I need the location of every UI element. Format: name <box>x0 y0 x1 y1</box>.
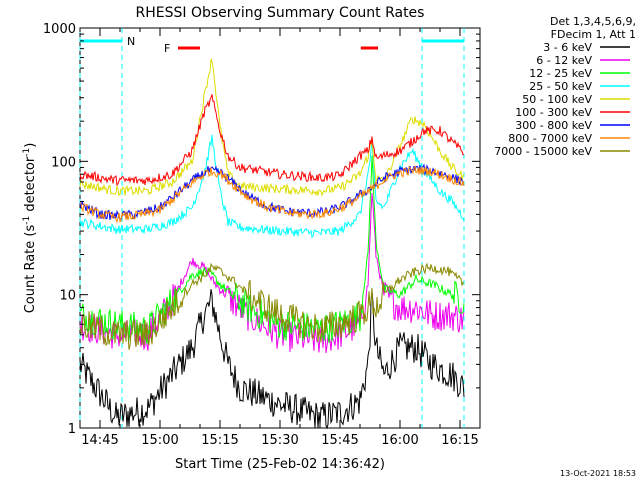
legend: Det 1,3,4,5,6,9, FDecim 1, Att 1 3 - 6 k… <box>494 15 636 158</box>
legend-label: 25 - 50 keV <box>529 80 592 93</box>
legend-label: 6 - 12 keV <box>536 54 592 67</box>
series-layer <box>79 58 465 430</box>
y-tick-label: 100 <box>51 155 76 170</box>
legend-label: 50 - 100 keV <box>522 93 592 106</box>
series-line-1 <box>79 192 465 354</box>
y-tick-label: 10 <box>59 289 76 304</box>
legend-label: 12 - 25 keV <box>529 67 592 80</box>
plot-area: N F 14:45 15:00 15:15 15:30 15:45 16:00 16:15 1… <box>43 22 481 448</box>
y-axis-label-sup2: -1 <box>22 148 32 157</box>
x-tick-label: 15:45 <box>321 433 358 448</box>
x-axis-label: Start Time (25-Feb-02 14:36:42) <box>175 457 385 472</box>
series-line-2 <box>79 155 465 344</box>
y-axis-ticks: 1 10 100 1000 <box>43 22 480 437</box>
x-tick-label: 14:45 <box>81 433 118 448</box>
series-line-4 <box>79 58 465 197</box>
footer-date: 13-Oct-2021 18:53 <box>560 469 636 478</box>
y-axis-label-sup1: -1 <box>22 216 32 225</box>
series-line-5 <box>79 94 465 187</box>
series-line-0 <box>79 289 465 430</box>
x-tick-label: 16:15 <box>441 433 478 448</box>
legend-header-line1: Det 1,3,4,5,6,9, <box>550 15 636 28</box>
y-axis-label: Count Rate (s-1 detector-1) <box>22 143 38 314</box>
legend-label: 300 - 800 keV <box>515 119 592 132</box>
legend-header-line2: FDecim 1, Att 1 <box>551 28 636 41</box>
x-tick-label: 16:00 <box>381 433 418 448</box>
x-tick-label: 15:15 <box>201 433 238 448</box>
legend-label: 800 - 7000 keV <box>508 132 592 145</box>
x-axis-ticks: 14:45 15:00 15:15 15:30 15:45 16:00 16:15 <box>79 28 481 448</box>
series-line-8 <box>79 262 465 350</box>
night-flag-label: N <box>127 35 135 48</box>
legend-label: 100 - 300 keV <box>515 106 592 119</box>
y-axis-label-part1: Count Rate (s <box>23 225 38 314</box>
x-tick-label: 15:30 <box>261 433 298 448</box>
series-line-3 <box>79 134 465 239</box>
chart-title: RHESSI Observing Summary Count Rates <box>136 5 425 21</box>
x-tick-label: 15:00 <box>141 433 178 448</box>
y-axis-label-part2: detector <box>23 156 38 216</box>
y-axis-label-part3: ) <box>23 143 38 148</box>
series-line-6 <box>79 163 465 220</box>
legend-label: 7000 - 15000 keV <box>494 145 592 158</box>
y-tick-label: 1000 <box>43 22 76 37</box>
flare-flag-label: F <box>164 42 170 55</box>
legend-label: 3 - 6 keV <box>543 41 592 54</box>
series-line-7 <box>79 164 465 224</box>
y-tick-label: 1 <box>68 422 76 437</box>
